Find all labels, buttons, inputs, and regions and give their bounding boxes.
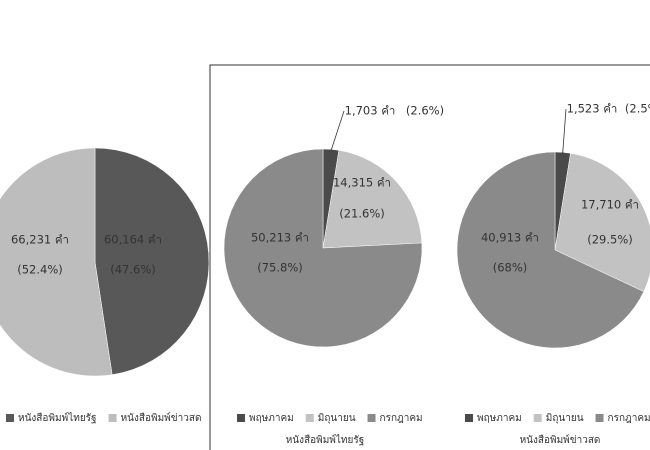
value-label: 60,164 คำ	[104, 233, 162, 247]
value-label: 40,913 คำ	[481, 231, 539, 245]
pie-slice	[94, 147, 210, 375]
value-label: 17,710 คำ	[581, 198, 639, 212]
percent-label: (68%)	[493, 261, 528, 275]
legend-swatch	[367, 414, 376, 422]
legend-label: พฤษภาคม	[477, 413, 522, 424]
leader-line	[562, 108, 567, 155]
value-label: 1,703 คำ	[345, 104, 396, 118]
percent-label: (2.5%)	[625, 102, 650, 116]
value-label: 66,231 คำ	[11, 233, 69, 247]
value-label: 50,213 คำ	[251, 231, 309, 245]
legend-label: กรกฎาคม	[380, 413, 423, 424]
legend-swatch	[305, 414, 314, 422]
pie-slice	[322, 150, 423, 249]
percent-label: (75.8%)	[257, 261, 303, 275]
legend-swatch	[595, 414, 604, 422]
percent-label: (52.4%)	[17, 263, 63, 277]
legend-swatch	[6, 414, 14, 422]
pie-slice	[554, 152, 650, 292]
legend-label: กรกฎาคม	[608, 413, 650, 424]
legend-swatch	[465, 414, 473, 422]
legend-label: หนังสือพิมพ์ข่าวสด	[121, 412, 202, 424]
legend-swatch	[533, 414, 542, 422]
legend-label: มิถุนายน	[318, 413, 356, 424]
percent-label: (47.6%)	[110, 263, 156, 277]
legend-label: หนังสือพิมพ์ไทยรัฐ	[18, 412, 97, 424]
pie-slice	[456, 151, 645, 349]
value-label: 14,315 คำ	[333, 176, 391, 190]
legend-swatch	[108, 414, 117, 422]
chart-title: หนังสือพิมพ์ไทยรัฐ	[286, 434, 365, 446]
leader-line	[330, 110, 345, 152]
pie-slice	[223, 148, 423, 348]
chart-title: หนังสือพิมพ์ข่าวสด	[520, 434, 601, 446]
percent-label: (2.6%)	[406, 104, 444, 118]
pie-slice	[0, 147, 113, 377]
group-frame	[209, 64, 650, 450]
percent-label: (21.6%)	[339, 207, 385, 221]
legend-label: มิถุนายน	[546, 413, 584, 424]
value-label: 1,523 คำ	[567, 102, 618, 116]
percent-label: (29.5%)	[587, 233, 633, 247]
legend-label: พฤษภาคม	[249, 413, 294, 424]
legend-swatch	[237, 414, 245, 422]
